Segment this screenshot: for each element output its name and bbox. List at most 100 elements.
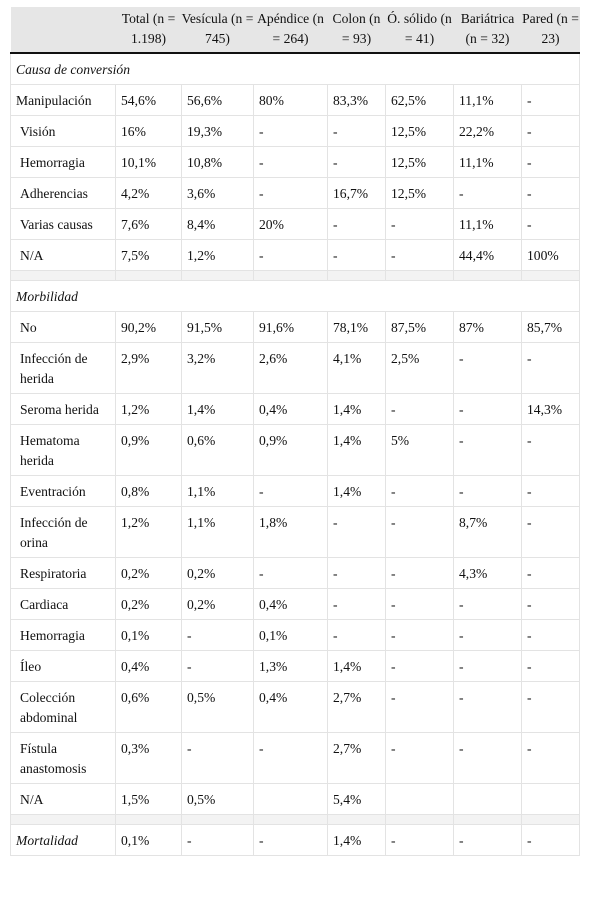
table-cell: 2,7% <box>327 681 386 733</box>
spacer-cell <box>385 270 454 281</box>
spacer-cell <box>10 814 116 825</box>
row-label: Visión <box>10 115 116 147</box>
table-cell: - <box>327 115 386 147</box>
header-row: Total (n = 1.198) Vesícula (n = 745) Apénd… <box>10 7 580 54</box>
table-row: Infección de orina 1,2% 1,1% 1,8% - -8,7% - <box>10 506 580 558</box>
table-cell: - <box>327 588 386 620</box>
section-header-row: Morbilidad <box>10 280 580 312</box>
table-cell: - <box>385 650 454 682</box>
table-cell: 1,5% <box>115 783 182 815</box>
table-cell: - <box>181 619 254 651</box>
table-cell: 83,3% <box>327 84 386 116</box>
table-cell: 1,3% <box>253 650 328 682</box>
table-cell: 4,1% <box>327 342 386 394</box>
row-label: Íleo <box>10 650 116 682</box>
section-title: Morbilidad <box>10 280 580 312</box>
table-cell: - <box>327 146 386 178</box>
table-row: Infección de herida 2,9% 3,2% 2,6% 4,1% 2,5% -… <box>10 342 580 394</box>
table-cell: 2,6% <box>253 342 328 394</box>
table-cell: 11,1% <box>453 208 522 240</box>
table-cell: - <box>385 239 454 271</box>
table-cell: 1,1% <box>181 475 254 507</box>
table-cell: - <box>385 208 454 240</box>
table-cell: - <box>521 208 580 240</box>
table-cell: 10,1% <box>115 146 182 178</box>
table-cell: 78,1% <box>327 311 386 343</box>
row-label: Seroma herida <box>10 393 116 425</box>
table-cell: 7,6% <box>115 208 182 240</box>
table-cell: 5% <box>385 424 454 476</box>
table-row: Hemorragia 10,1% 10,8% - -12,5% 11,1% - <box>10 146 580 178</box>
table-cell: - <box>385 393 454 425</box>
table-cell: 2,9% <box>115 342 182 394</box>
table-cell: 1,1% <box>181 506 254 558</box>
table-cell: 2,7% <box>327 732 386 784</box>
table-header: Total (n = 1.198) Vesícula (n = 745) Apénd… <box>10 7 580 54</box>
table-cell: - <box>327 557 386 589</box>
table-cell: 12,5% <box>385 146 454 178</box>
column-header: Bariátrica (n = 32) <box>453 7 522 54</box>
spacer-cell <box>10 270 116 281</box>
section-header-row: Causa de conversión <box>10 52 580 85</box>
spacer-cell <box>253 270 328 281</box>
spacer-cell <box>327 814 386 825</box>
row-label: Colección abdominal <box>10 681 116 733</box>
row-label: N/A <box>10 239 116 271</box>
table-cell: 1,4% <box>181 393 254 425</box>
table-cell: - <box>453 475 522 507</box>
spacer-cell <box>115 270 182 281</box>
table-cell: 85,7% <box>521 311 580 343</box>
row-label: Varias causas <box>10 208 116 240</box>
table-cell: 7,5% <box>115 239 182 271</box>
table-cell: 16,7% <box>327 177 386 209</box>
table-cell: - <box>521 115 580 147</box>
table-cell: 3,6% <box>181 177 254 209</box>
table-cell: 0,1% <box>253 619 328 651</box>
table-cell: 0,6% <box>181 424 254 476</box>
table-cell: - <box>453 393 522 425</box>
table-cell: - <box>253 177 328 209</box>
table-cell: 0,4% <box>253 681 328 733</box>
table-cell: 87% <box>453 311 522 343</box>
spacer-cell <box>453 270 522 281</box>
mortality-row: Mortalidad 0,1% - -1,4% - - - <box>10 824 580 856</box>
table-cell: - <box>181 650 254 682</box>
table-cell: - <box>453 732 522 784</box>
table-cell: - <box>385 824 454 856</box>
table-cell: 0,2% <box>181 557 254 589</box>
row-label: Fístula anastomosis <box>10 732 116 784</box>
table-cell: - <box>521 588 580 620</box>
table-cell: - <box>181 824 254 856</box>
table-cell: 11,1% <box>453 84 522 116</box>
section-title: Causa de conversión <box>10 52 580 85</box>
table-cell: 91,5% <box>181 311 254 343</box>
table-cell: - <box>453 588 522 620</box>
spacer-cell <box>453 814 522 825</box>
spacer-cell <box>521 270 580 281</box>
table-row: Manipulación 54,6% 56,6% 80% 83,3% 62,5% 11,1%… <box>10 84 580 116</box>
table-cell: - <box>253 146 328 178</box>
table-cell: - <box>453 177 522 209</box>
table-cell: - <box>521 424 580 476</box>
table-cell: 4,2% <box>115 177 182 209</box>
table-cell: 22,2% <box>453 115 522 147</box>
table-cell: 4,3% <box>453 557 522 589</box>
table-cell: 44,4% <box>453 239 522 271</box>
table-cell: 80% <box>253 84 328 116</box>
table-cell: - <box>521 681 580 733</box>
table-cell: - <box>253 239 328 271</box>
table-cell <box>453 783 522 815</box>
table-cell <box>521 783 580 815</box>
table-cell: 3,2% <box>181 342 254 394</box>
spacer-cell <box>521 814 580 825</box>
table-cell: 2,5% <box>385 342 454 394</box>
table-cell: 0,9% <box>253 424 328 476</box>
table-cell: 10,8% <box>181 146 254 178</box>
spacer-cell <box>327 270 386 281</box>
table-cell: 90,2% <box>115 311 182 343</box>
table-cell: - <box>521 475 580 507</box>
table-cell <box>253 783 328 815</box>
table-cell: 1,8% <box>253 506 328 558</box>
table-cell: 1,4% <box>327 650 386 682</box>
table-cell: 56,6% <box>181 84 254 116</box>
